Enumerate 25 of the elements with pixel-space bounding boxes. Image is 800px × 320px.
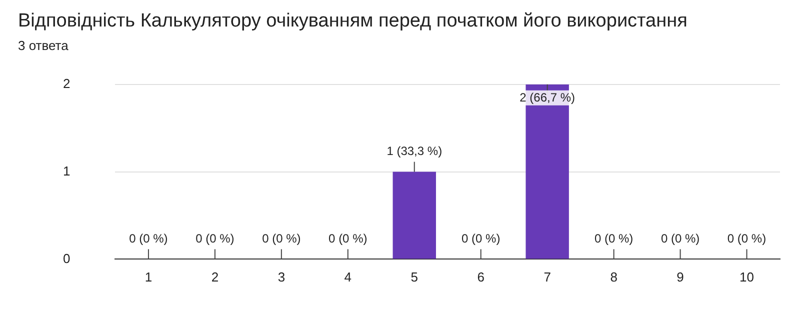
x-tick-label: 2 — [211, 270, 219, 285]
x-tick-label: 10 — [740, 270, 754, 285]
x-tick-label: 6 — [477, 270, 484, 285]
data-label: 0 (0 %) — [660, 232, 700, 246]
x-tick-label: 7 — [544, 270, 551, 285]
y-tick-label: 2 — [62, 76, 70, 91]
data-label: 0 (0 %) — [196, 232, 234, 246]
y-tick-label: 0 — [62, 250, 70, 266]
x-tick-label: 9 — [676, 270, 684, 285]
chart-subtitle: 3 ответа — [18, 38, 70, 54]
x-tick-label: 3 — [278, 270, 286, 285]
x-tick-label: 4 — [344, 270, 352, 285]
data-label: 1 (33,3 %) — [386, 144, 442, 158]
x-tick-label: 8 — [610, 270, 618, 285]
data-label: 0 (0 %) — [262, 232, 301, 246]
data-label: 0 (0 %) — [727, 232, 766, 246]
chart-title: Відповідність Калькулятору очікуванням перед початком його використання — [18, 10, 688, 32]
data-label: 2 (66,7 %) — [520, 90, 576, 105]
y-tick-label: 1 — [62, 163, 70, 178]
data-label: 0 (0 %) — [462, 232, 500, 246]
x-tick-label: 5 — [410, 270, 418, 285]
x-tick-label: 1 — [144, 270, 152, 285]
data-label: 0 (0 %) — [129, 232, 168, 246]
data-label: 0 (0 %) — [328, 232, 368, 246]
data-label: 0 (0 %) — [594, 232, 634, 246]
